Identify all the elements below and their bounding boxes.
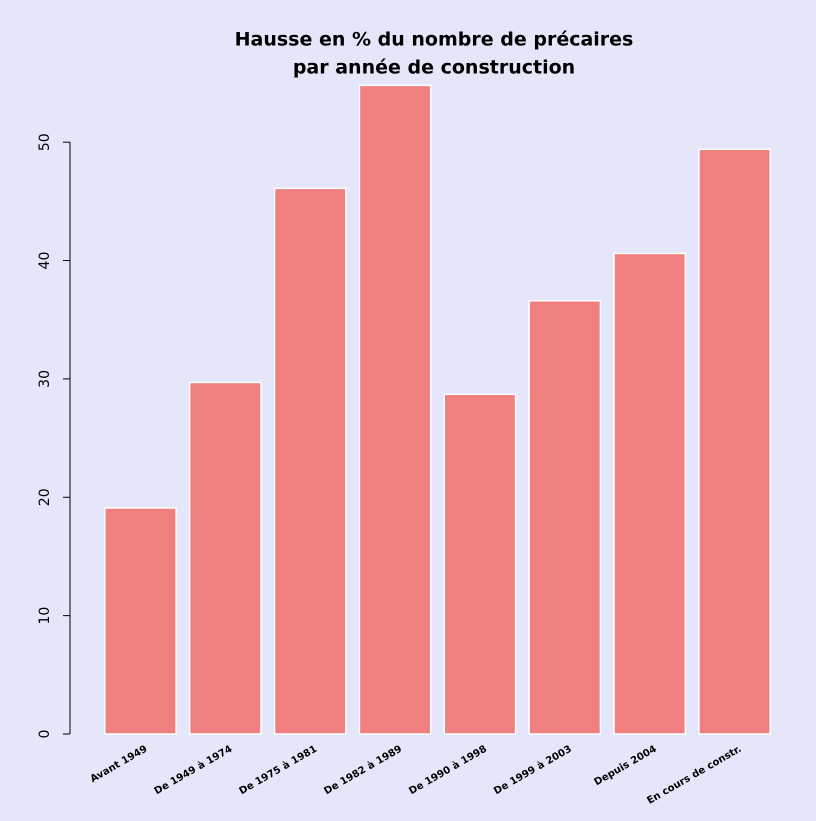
y-tick-label: 30 [37,370,53,388]
bar [273,187,347,735]
bar [528,300,602,735]
bar [443,393,517,735]
chart-title: par année de construction [293,57,575,79]
y-tick-label: 20 [37,488,53,506]
y-tick-label: 0 [37,730,53,739]
bar [613,252,687,735]
bar [104,507,177,735]
y-tick-label: 10 [37,607,53,625]
bar [188,381,262,735]
y-tick-label: 50 [37,133,53,151]
bar [698,148,771,735]
bar [358,84,432,735]
chart-title: Hausse en % du nombre de précaires [235,29,634,51]
y-tick-label: 40 [37,252,53,270]
